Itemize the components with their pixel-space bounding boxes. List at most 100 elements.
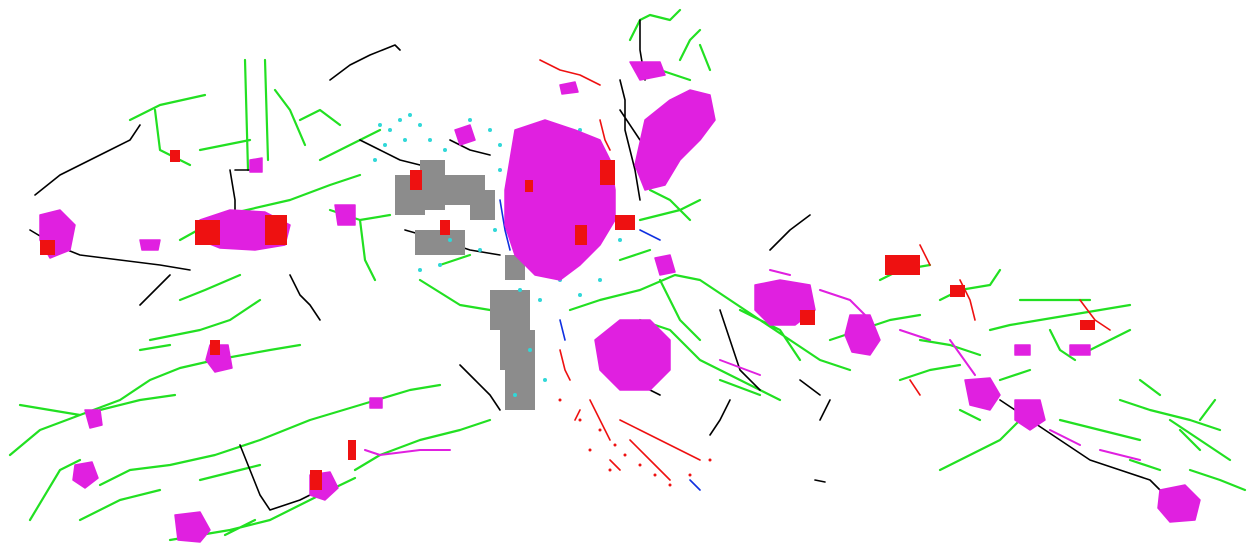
magenta-line <box>364 269 1141 461</box>
red-dot <box>608 468 612 472</box>
red-cluster <box>575 225 587 245</box>
red-points-layer <box>40 150 1095 490</box>
cyan-point <box>398 118 402 122</box>
cyan-point <box>418 123 422 127</box>
cluster-area <box>334 204 356 226</box>
cyan-point <box>478 248 482 252</box>
north-east-area <box>634 89 716 191</box>
red-dot <box>653 473 657 477</box>
gray-block <box>505 255 525 280</box>
red-cluster <box>800 310 815 325</box>
gray-block <box>470 190 495 220</box>
black-line <box>239 214 831 511</box>
red-dot <box>623 453 627 457</box>
red-dot <box>598 428 602 432</box>
cyan-point <box>578 293 582 297</box>
cyan-point <box>498 143 502 147</box>
cyan-point <box>388 128 392 132</box>
cyan-point <box>538 298 542 302</box>
cluster-area <box>559 81 579 95</box>
black-line <box>139 169 321 321</box>
red-cluster <box>885 255 920 275</box>
town-east2-area <box>844 314 881 356</box>
cyan-point <box>373 158 377 162</box>
cyan-point <box>438 263 442 267</box>
cyan-point <box>408 113 412 117</box>
cyan-points-layer <box>373 113 622 397</box>
red-cluster <box>615 215 635 230</box>
cyan-point <box>378 123 382 127</box>
black-line <box>599 309 1191 516</box>
cyan-point <box>598 278 602 282</box>
cyan-point <box>518 288 522 292</box>
town-east3-area <box>964 377 1001 411</box>
red-dot <box>558 398 562 402</box>
cluster-area <box>1014 344 1031 356</box>
green-line <box>628 8 712 222</box>
black-network-layer <box>29 19 1191 516</box>
green-line <box>958 328 1202 452</box>
cyan-point <box>493 228 497 232</box>
red-cluster <box>310 470 322 490</box>
green-line <box>568 198 852 402</box>
red-dot <box>708 458 712 462</box>
town-sw3-area <box>84 409 103 429</box>
town-north-area <box>629 61 666 81</box>
cyan-point <box>443 148 447 152</box>
red-cluster <box>195 220 220 245</box>
green-network-layer <box>8 8 1247 542</box>
red-dot <box>578 418 582 422</box>
red-lines-layer <box>539 59 1111 481</box>
south-central-area <box>594 319 671 391</box>
cyan-point <box>513 393 517 397</box>
red-dot <box>688 473 692 477</box>
cyan-point <box>448 238 452 242</box>
red-cluster <box>265 215 287 245</box>
red-dot <box>668 483 672 487</box>
cyan-point <box>528 348 532 352</box>
cyan-point <box>383 143 387 147</box>
cyan-point <box>418 268 422 272</box>
red-cluster <box>40 240 55 255</box>
cyan-point <box>403 138 407 142</box>
red-cluster <box>170 150 180 162</box>
red-cluster <box>950 285 965 297</box>
cluster-area <box>454 124 476 146</box>
red-cluster <box>525 180 533 192</box>
town-east4-area <box>1014 399 1046 431</box>
green-line <box>938 298 1247 492</box>
green-line <box>78 383 442 542</box>
gray-block <box>490 290 530 330</box>
red-dot <box>588 448 592 452</box>
cyan-point <box>498 168 502 172</box>
red-dot <box>638 463 642 467</box>
red-cluster <box>440 220 450 235</box>
town-south-west-area <box>174 511 211 543</box>
gray-block <box>505 370 535 410</box>
cluster-area <box>369 397 383 409</box>
red-cluster <box>210 340 220 355</box>
red-dot <box>613 443 617 447</box>
cyan-point <box>543 378 547 382</box>
red-cluster <box>410 170 422 190</box>
red-line <box>539 59 1111 481</box>
magenta-lines-layer <box>364 269 1141 461</box>
cyan-point <box>468 118 472 122</box>
city-center-area <box>504 119 616 281</box>
cluster-area <box>1069 344 1091 356</box>
red-cluster <box>1080 320 1095 330</box>
town-far-east-area <box>1157 484 1201 523</box>
green-line <box>328 208 492 472</box>
black-line <box>619 19 826 483</box>
green-line <box>8 273 302 522</box>
town-nw-area <box>249 157 263 173</box>
cyan-point <box>488 128 492 132</box>
red-cluster <box>600 160 615 185</box>
cluster-area <box>139 239 161 251</box>
cyan-point <box>428 138 432 142</box>
cyan-point <box>618 238 622 242</box>
gray-blocks-layer <box>395 160 540 410</box>
red-cluster <box>348 440 356 460</box>
